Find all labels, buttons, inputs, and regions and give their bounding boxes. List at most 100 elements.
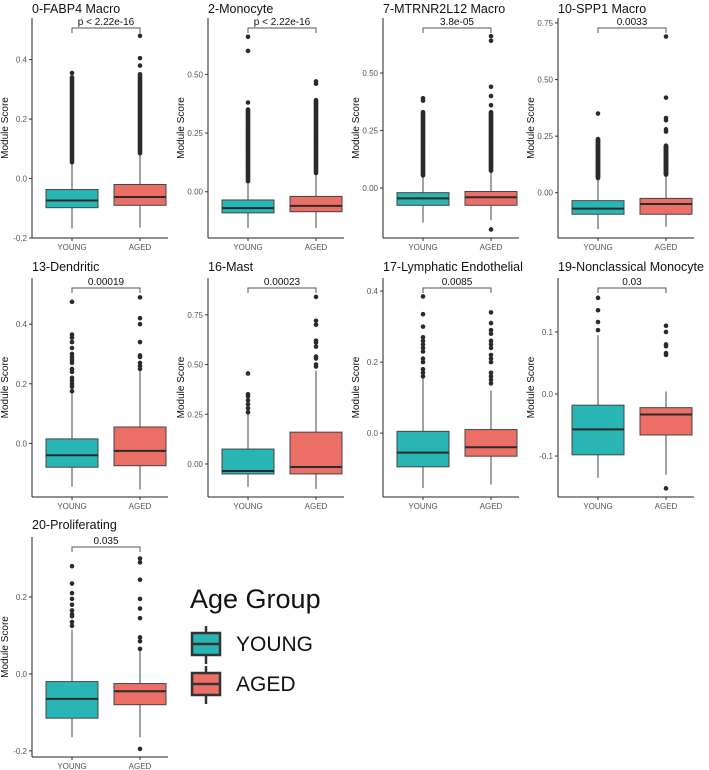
outlier-point [137,556,143,561]
x-tick-label: AGED [655,243,678,252]
outlier-point [245,48,251,54]
p-value-label: 0.035 [93,536,118,547]
y-axis-title: Module Score [526,356,537,418]
box-aged [113,426,167,467]
y-tick-label: 0.2 [16,380,28,389]
y-axis-title: Module Score [0,356,11,418]
box-young [571,200,625,215]
legend-title: Age Group [190,584,321,614]
outlier-point [663,350,669,356]
outlier-point [137,315,143,321]
outlier-point [69,70,75,76]
panel-8: 20-Proliferating -0.2 0.0 0.2 Module Score YO… [0,518,168,770]
outlier-point [488,84,494,90]
y-tick-label: 0.25 [362,127,378,136]
panel-0: 0-FABP4 Macro -0.2 0.0 0.2 0.4 Module Score YO… [0,2,168,252]
outlier-point [488,331,494,337]
y-tick-label: 0.1 [542,328,554,337]
y-axis-title: Module Score [351,97,362,159]
outlier-point [245,402,251,407]
y-tick-label: -0.2 [13,234,27,243]
outlier-point [420,366,426,372]
panel-7: 19-Nonclassical Monocyte -0.1 0.0 0.1 Module… [526,260,704,511]
significance-bracket [422,27,492,33]
outlier-point [420,338,426,344]
y-tick-label: 0.25 [187,129,203,138]
significance-bracket [422,287,492,293]
outlier-point [69,612,75,617]
y-tick-label: 0.4 [16,320,28,329]
outlier-point [663,95,669,100]
panel-3: 10-SPP1 Macro 0.00 0.25 0.50 0.75 Module Scor… [526,2,694,252]
x-tick-label: YOUNG [408,502,437,511]
legend-label-young: YOUNG [236,633,314,656]
outlier-point [488,227,494,232]
panel-title: 19-Nonclassical Monocyte [558,260,704,274]
box-aged [113,183,167,206]
y-tick-label: 0.0 [16,175,28,184]
panel-6: 17-Lymphatic Endothelial 0.0 0.2 0.4 Module … [351,260,523,511]
x-tick-label: YOUNG [233,243,262,252]
panel-title: 17-Lymphatic Endothelial [383,260,523,274]
significance-bracket [597,27,667,33]
outlier-point [137,577,143,582]
significance-bracket [71,287,141,293]
outlier-point [69,590,75,596]
outlier-point [137,63,143,68]
panel-title: 7-MTRNR2L12 Macro [383,2,505,16]
x-tick-label: YOUNG [233,502,262,511]
outlier-point [137,560,143,565]
y-axis-title: Module Score [0,97,11,159]
outlier-point [595,295,601,301]
outlier-point [69,351,75,357]
outlier-point [69,623,75,629]
x-tick-label: AGED [129,762,152,770]
significance-bracket [247,27,317,33]
outlier-point [137,321,143,327]
x-tick-label: AGED [129,502,152,511]
y-tick-label: 0.2 [16,115,28,124]
outlier-point [488,327,494,333]
outlier-point [488,370,494,376]
outlier-point [137,635,143,640]
panel-title: 16-Mast [208,260,254,274]
outlier-point [313,318,319,324]
legend-key-aged [190,666,222,704]
panel-1: 2-Monocyte 0.00 0.25 0.50 Module Score YOUNG A… [176,2,344,252]
outlier-point [69,339,75,345]
p-value-label: 0.03 [622,277,642,288]
y-tick-label: 0.50 [537,76,553,85]
x-tick-label: YOUNG [57,243,86,252]
outlier-point [245,34,251,40]
panel-5: 16-Mast 0.00 0.25 0.50 0.75 Module Score YOUNG… [176,260,344,511]
outlier-point [313,97,319,103]
outlier-point [595,327,601,333]
outlier-point [420,342,426,347]
outlier-point [420,370,426,376]
p-value-label: 0.00023 [264,277,301,288]
legend-item-aged: AGED [190,665,321,705]
y-axis-title: Module Score [351,356,362,418]
outlier-point [245,398,251,403]
outlier-point [69,596,75,602]
outlier-point [313,354,319,359]
outlier-point [420,311,426,317]
p-value-label: 0.00019 [88,277,125,288]
y-tick-label: 0.25 [537,132,553,141]
outlier-point [663,342,669,347]
outlier-point [488,356,494,361]
outlier-point [245,100,251,105]
outlier-point [137,638,143,644]
outlier-point [69,75,75,80]
legend: Age Group YOUNG AGED [190,584,321,705]
box-aged [464,191,518,206]
outlier-point [69,388,75,394]
outlier-point [595,111,601,116]
y-tick-label: -0.1 [539,452,553,461]
y-tick-label: 0.00 [362,184,378,193]
y-tick-label: 0.25 [187,410,203,419]
y-axis-title: Module Score [176,97,187,159]
y-tick-label: 0.0 [367,429,379,438]
p-value-label: 3.8e-05 [440,17,474,28]
significance-bracket [597,287,667,293]
